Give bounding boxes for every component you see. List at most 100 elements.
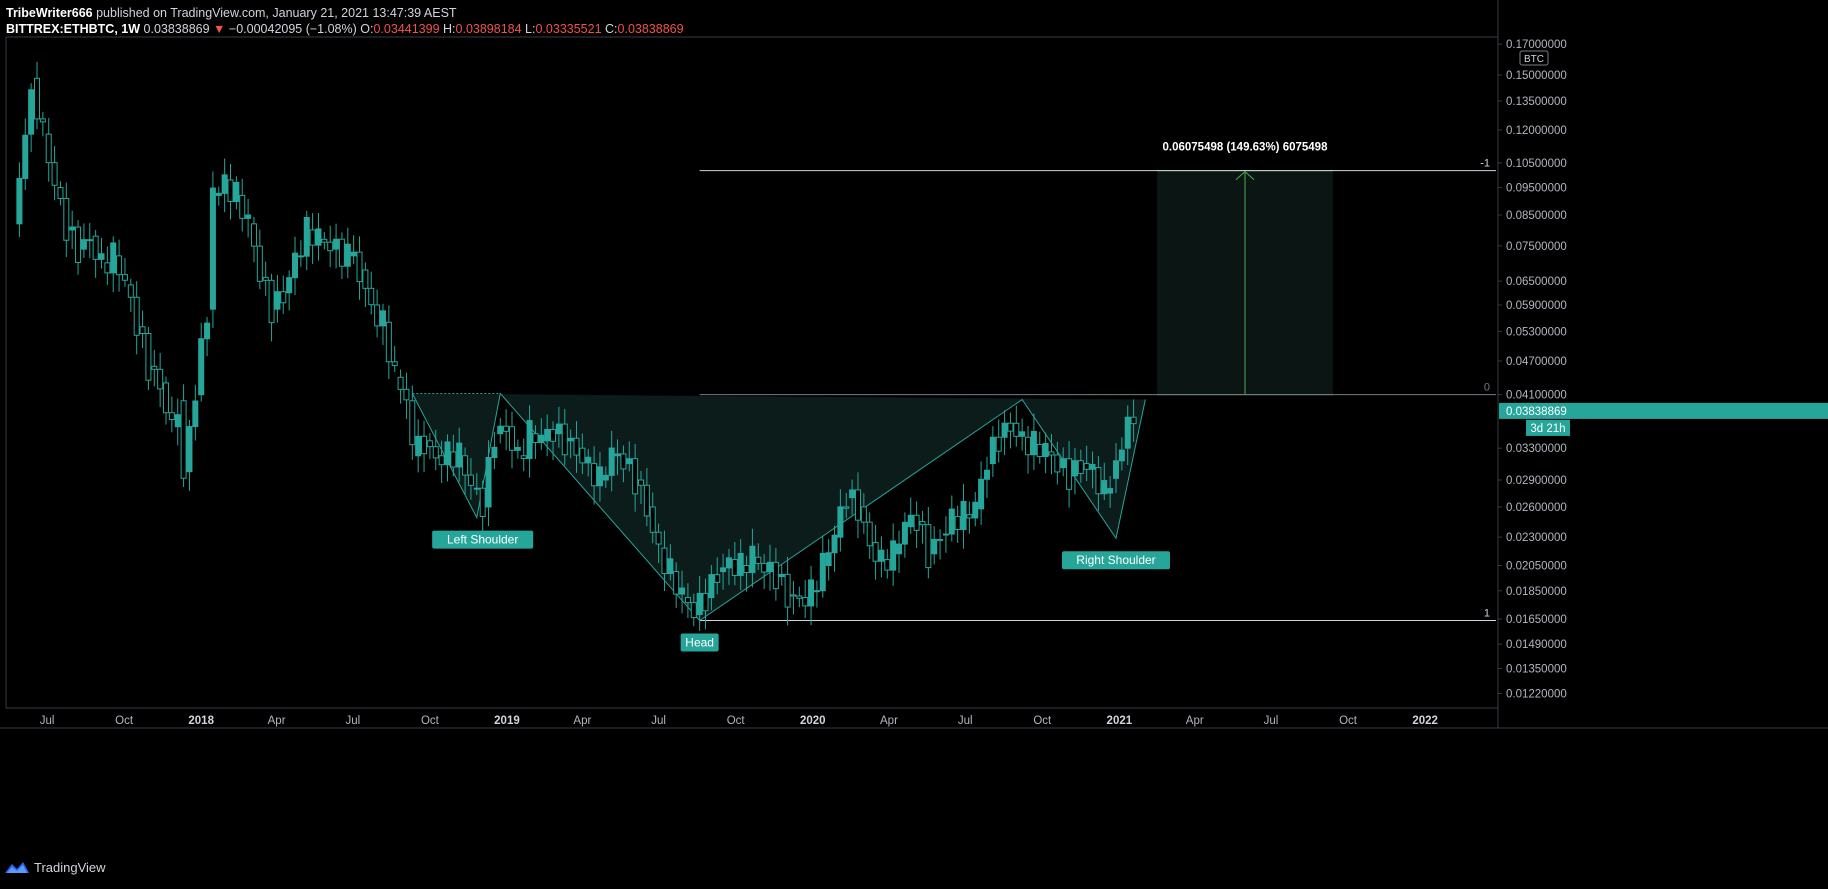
candle-body <box>989 436 996 465</box>
x-tick-label: 2020 <box>800 715 826 727</box>
candle-body <box>403 388 410 401</box>
candle-body <box>608 447 615 476</box>
candle-body <box>227 179 234 203</box>
candle-body <box>426 440 433 448</box>
fib-level-label: 1 <box>1484 608 1490 620</box>
author-name[interactable]: TribeWriter666 <box>6 6 93 20</box>
candle-body <box>813 590 820 593</box>
candle-body <box>890 540 897 571</box>
x-tick-label: Apr <box>268 715 286 727</box>
y-tick-label: 0.06500000 <box>1506 276 1567 288</box>
candle-body <box>1124 416 1131 449</box>
candle-body <box>696 592 703 616</box>
candle-body <box>737 552 744 576</box>
candle-body <box>919 521 926 526</box>
y-tick-label: 0.08500000 <box>1506 210 1567 222</box>
candle-body <box>421 435 428 455</box>
candle-body <box>374 304 381 327</box>
candle-body <box>767 561 774 573</box>
candle-body <box>121 274 128 281</box>
y-tick-label: 0.02600000 <box>1506 502 1567 514</box>
candle-body <box>620 453 627 470</box>
candle-body <box>925 524 932 569</box>
candle-body <box>75 226 82 263</box>
candle-body <box>22 134 29 179</box>
candle-body <box>520 455 527 459</box>
candle-body <box>1089 463 1096 470</box>
candle-body <box>444 441 451 466</box>
candle-body <box>837 506 844 538</box>
pattern-label-bg <box>432 530 534 549</box>
candle-body <box>362 269 369 289</box>
x-tick-label: 2018 <box>188 715 214 727</box>
candle-body <box>209 187 216 310</box>
y-tick-label: 0.04100000 <box>1506 390 1567 402</box>
candle-body <box>174 414 181 428</box>
candle-body <box>960 500 967 531</box>
candle-body <box>262 276 269 281</box>
candle-body <box>1001 422 1008 438</box>
candle-body <box>901 521 908 545</box>
x-tick-label: 2019 <box>494 715 520 727</box>
candle-body <box>819 552 826 592</box>
y-tick-label: 0.12000000 <box>1506 125 1567 137</box>
chart-header: TribeWriter666 published on TradingView.… <box>6 5 684 37</box>
pattern-label-bg <box>1061 551 1170 570</box>
y-tick-label: 0.01220000 <box>1506 688 1567 700</box>
candle-body <box>198 338 205 396</box>
x-tick-label: Oct <box>421 715 440 727</box>
candle-body <box>655 531 662 545</box>
y-tick-label: 0.13500000 <box>1506 96 1567 108</box>
candle-body <box>116 255 123 276</box>
candle-body <box>896 543 903 555</box>
candle-body <box>761 562 768 573</box>
symbol-label[interactable]: BITTREX:ETHBTC, 1W <box>6 22 141 36</box>
candle-body <box>614 453 621 457</box>
x-tick-label: Jul <box>958 715 973 727</box>
candle-body <box>63 197 70 241</box>
candle-body <box>913 514 920 531</box>
candle-body <box>98 253 105 260</box>
candle-body <box>643 484 650 517</box>
candle-body <box>1025 436 1032 456</box>
tradingview-logo-icon <box>5 862 29 873</box>
candle-body <box>731 559 738 576</box>
down-arrow-icon: ▼ <box>213 22 226 36</box>
candle-body <box>591 463 598 487</box>
candle-body <box>872 542 879 562</box>
candle-body <box>690 602 697 619</box>
candle-body <box>725 557 732 569</box>
candle-body <box>978 478 985 510</box>
close-label: C: <box>605 22 618 36</box>
x-tick-label: Jul <box>651 715 666 727</box>
candle-body <box>1066 458 1073 490</box>
candle-body <box>327 241 334 252</box>
candle-body <box>250 223 257 247</box>
candle-body <box>937 538 944 542</box>
footer: TradingView <box>4 857 106 877</box>
candle-body <box>866 521 873 547</box>
brand-name[interactable]: TradingView <box>34 859 106 875</box>
candle-body <box>995 436 1002 452</box>
pattern-label: Left Shoulder <box>447 533 518 547</box>
candle-body <box>92 235 99 260</box>
candle-body <box>69 226 76 231</box>
x-tick-label: Oct <box>727 715 746 727</box>
price-change: −0.00042095 (−1.08%) <box>228 22 357 36</box>
candle-body <box>596 466 603 487</box>
candle-body <box>1118 449 1125 462</box>
candle-body <box>1095 467 1102 495</box>
candle-body <box>397 376 404 390</box>
candle-body <box>127 284 134 298</box>
candle-body <box>1071 460 1078 477</box>
candle-body <box>526 420 533 459</box>
pattern-label: Right Shoulder <box>1076 553 1155 567</box>
candle-body <box>338 238 345 267</box>
y-tick-label: 0.17000000 <box>1506 39 1567 51</box>
candle-body <box>720 567 727 573</box>
candle-body <box>133 296 140 336</box>
publish-text: published on TradingView.com, January 21… <box>96 6 457 20</box>
candle-body <box>579 447 586 464</box>
candle-body <box>274 291 281 310</box>
